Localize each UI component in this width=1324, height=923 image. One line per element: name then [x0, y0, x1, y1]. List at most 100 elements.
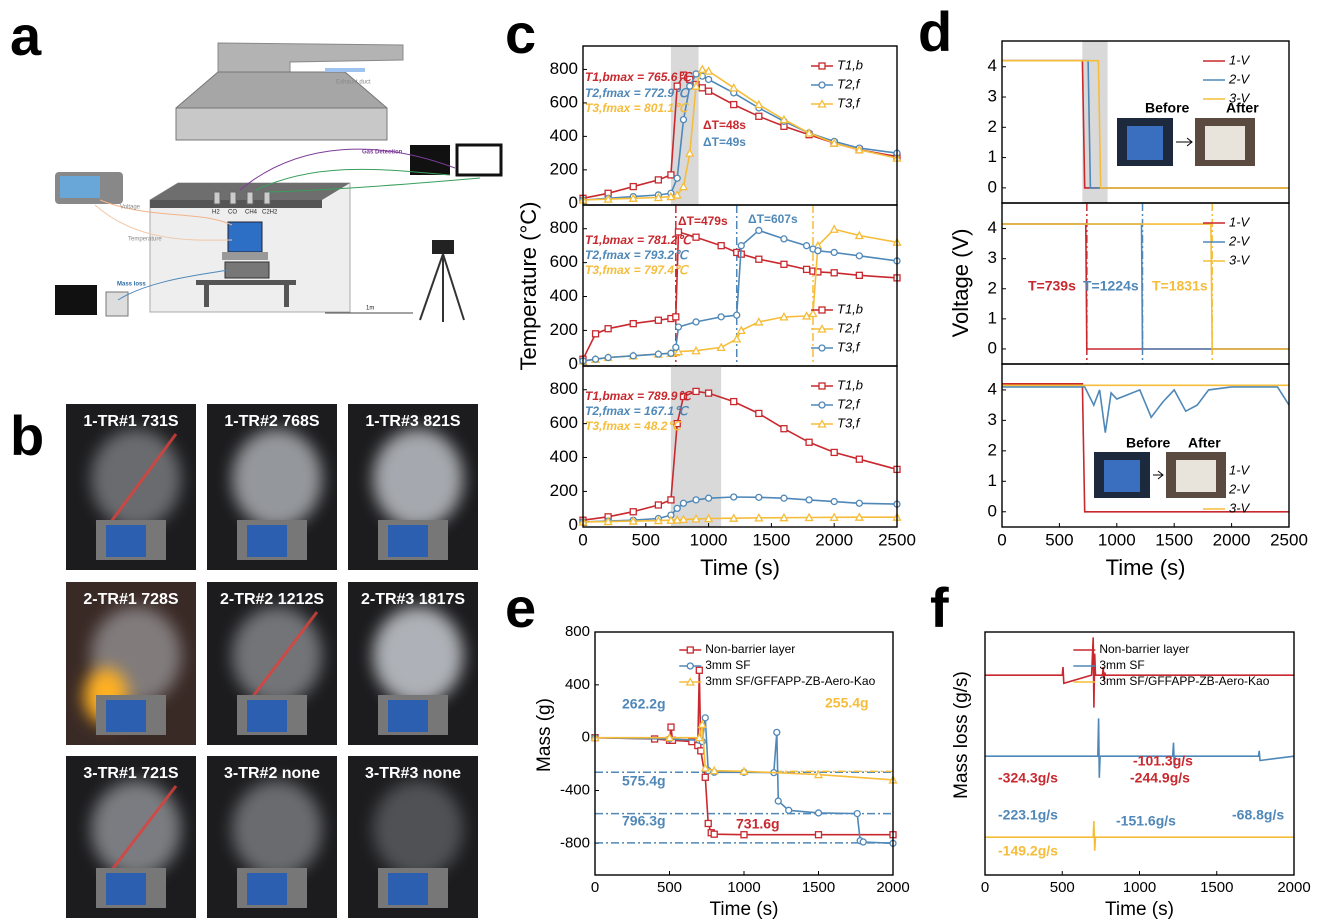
marker [706, 88, 712, 94]
photo: 2-TR#3 1817S [348, 582, 478, 745]
marker [856, 500, 862, 506]
y-tick-label: -800 [560, 834, 590, 851]
marker [854, 811, 860, 817]
inset-cells [1205, 126, 1245, 160]
annotation: T3,fmax = 797.4℃ [585, 263, 689, 277]
diagram-label: 1m [366, 306, 374, 312]
marker [786, 807, 792, 813]
y-tick-label: 4 [988, 218, 997, 237]
marker [593, 356, 599, 362]
marker [780, 116, 787, 123]
annotation: Before [1145, 100, 1190, 116]
marker [630, 353, 636, 359]
annotation: T2,fmax = 793.2℃ [585, 248, 689, 262]
marker [702, 715, 708, 721]
smoke [232, 429, 322, 529]
camera [432, 240, 454, 254]
marker [781, 426, 787, 432]
laptop [55, 285, 97, 315]
marker [819, 326, 826, 333]
marker [668, 724, 674, 730]
x-tick-label: 2000 [1277, 879, 1310, 896]
photo: 1-TR#3 821S [348, 404, 478, 570]
marker [856, 456, 862, 462]
marker [815, 248, 821, 254]
annotation: Before [1126, 435, 1171, 451]
marker [819, 402, 825, 408]
marker [756, 256, 762, 262]
x-tick-label: 1500 [752, 530, 790, 549]
annotation: After [1226, 100, 1259, 116]
marker [831, 449, 837, 455]
photo-caption: 2-TR#1 728S [83, 591, 178, 608]
cells [106, 525, 146, 557]
legend-label: T3,f [837, 339, 861, 354]
y-axis-title: Temperature (°C) [516, 202, 541, 371]
cells [106, 700, 146, 732]
marker [674, 505, 680, 511]
marker [819, 383, 825, 389]
chart: 012341-V2-V3-VBeforeAfter [988, 41, 1289, 203]
legend-label: T3,f [837, 95, 861, 110]
marker [730, 515, 737, 522]
legend-label: 1-V [1229, 214, 1251, 229]
diagram-label: Voltage [120, 205, 141, 211]
marker [731, 399, 737, 405]
marker [831, 514, 838, 521]
setup-diagram: Exhaust duct Gas Detection Voltage Tempe… [55, 43, 501, 322]
marker [756, 494, 762, 500]
diagram-label: Mass loss [117, 282, 146, 288]
smoke [232, 780, 322, 877]
marker [860, 839, 866, 845]
y-tick-label: 400 [550, 286, 578, 305]
y-tick-label: 600 [550, 413, 578, 432]
legend-label: 3mm SF [705, 658, 750, 672]
legend-label: T1,b [837, 57, 863, 72]
x-tick-label: 0 [591, 879, 599, 896]
smoke [373, 429, 463, 529]
diagram-label: Gas Detection [362, 150, 403, 156]
diagram-label: Temperature [128, 237, 162, 243]
highlight-span [1082, 41, 1107, 203]
marker [711, 767, 718, 774]
photo-caption: 3-TR#2 none [224, 765, 320, 782]
x-tick-label: 1000 [690, 530, 728, 549]
y-tick-label: 0 [988, 177, 997, 196]
marker [781, 236, 787, 242]
photo: 1-TR#1 731S [66, 404, 196, 570]
marker [655, 317, 661, 323]
marker [698, 748, 704, 754]
marker [816, 810, 822, 816]
marker [630, 509, 636, 515]
x-axis-title: Time (s) [1105, 899, 1174, 920]
marker [819, 82, 825, 88]
legend-label: 2-V [1228, 233, 1251, 248]
photo: 1-TR#2 768S [207, 404, 337, 570]
x-axis-title: Time (s) [1106, 555, 1186, 580]
marker [831, 270, 837, 276]
panel-label: c [505, 2, 536, 65]
marker [806, 439, 812, 445]
marker [718, 243, 724, 249]
recorder-screen [60, 176, 100, 198]
tripod [420, 254, 464, 322]
annotation: -101.3g/s [1133, 753, 1193, 769]
marker [668, 497, 674, 503]
marker [693, 234, 699, 240]
y-tick-label: 800 [550, 59, 578, 78]
figure: Exhaust duct Gas Detection Voltage Tempe… [0, 0, 1324, 923]
series-line [1002, 387, 1289, 433]
cells [388, 873, 428, 905]
annotation: T1,bmax = 789.9℃ [585, 389, 692, 403]
panel-label: e [505, 576, 536, 639]
chart: 0500100015002000Non-barrier layer3mm SF3… [951, 632, 1311, 920]
marker [831, 226, 838, 233]
marker [675, 324, 681, 330]
reference-label: 262.2g [622, 696, 666, 712]
y-tick-label: 2 [988, 117, 997, 136]
y-tick-label: 600 [550, 92, 578, 111]
marker [741, 768, 748, 775]
marker [673, 344, 679, 350]
